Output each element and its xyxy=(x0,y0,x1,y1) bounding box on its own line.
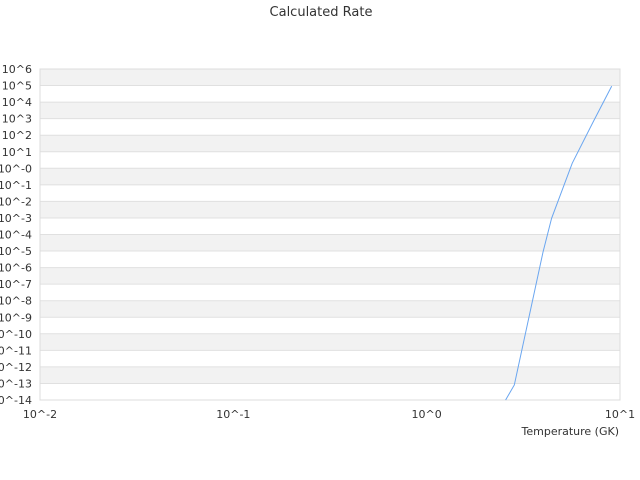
y-tick-label: 10^-7 xyxy=(0,278,32,291)
plot-band xyxy=(40,234,620,252)
plot-band xyxy=(40,168,620,185)
y-tick-label: 10^3 xyxy=(2,113,32,126)
y-tick-label: 10^4 xyxy=(2,96,32,109)
x-axis: 10^-2 10^-1 10^0 10^1 xyxy=(23,408,635,421)
y-tick-label: 10^-1 xyxy=(0,179,32,192)
y-tick-label: 10^-3 xyxy=(0,212,32,225)
y-tick-label: 10^2 xyxy=(2,129,32,142)
y-tick-label: 10^-13 xyxy=(0,377,32,390)
y-tick-label: 10^-0 xyxy=(0,162,32,175)
plot-band xyxy=(40,135,620,152)
y-tick-label: 10^6 xyxy=(2,63,32,76)
y-tick-label: 10^-5 xyxy=(0,245,32,258)
y-tick-label: 10^-12 xyxy=(0,361,32,374)
plot-band xyxy=(40,267,620,285)
y-tick-label: 10^-4 xyxy=(0,229,32,242)
plot-band xyxy=(40,333,620,351)
y-tick-label: 10^-9 xyxy=(0,311,32,324)
y-tick-label: 10^-8 xyxy=(0,295,32,308)
y-tick-label: 10^5 xyxy=(2,80,32,93)
grid-lines xyxy=(40,68,620,401)
x-tick-label: 10^-2 xyxy=(23,408,57,421)
plot-band xyxy=(40,102,620,119)
x-tick-label: 10^0 xyxy=(412,408,442,421)
y-tick-label: 10^-11 xyxy=(0,344,32,357)
plot-bands xyxy=(40,69,620,384)
x-axis-label: Temperature (GK) xyxy=(521,425,620,438)
x-tick-label: 10^-1 xyxy=(216,408,250,421)
y-tick-label: 10^-2 xyxy=(0,195,32,208)
y-tick-label: 10^-14 xyxy=(0,394,32,407)
plot-frame xyxy=(39,68,621,401)
plot-band xyxy=(40,69,620,86)
y-tick-label: 10^1 xyxy=(2,146,32,159)
plot-band xyxy=(40,366,620,384)
x-tick-label: 10^1 xyxy=(605,408,635,421)
chart-title: Calculated Rate xyxy=(270,5,373,20)
series-lines xyxy=(505,85,613,401)
series-line xyxy=(505,85,613,401)
y-tick-label: 10^-10 xyxy=(0,328,32,341)
plot-band xyxy=(40,300,620,318)
y-tick-label: 10^-6 xyxy=(0,262,32,275)
y-axis: 10^6 10^5 10^4 10^3 10^2 10^1 10^-0 10^-1 10^-2 1… xyxy=(0,63,32,407)
plot-band xyxy=(40,201,620,218)
